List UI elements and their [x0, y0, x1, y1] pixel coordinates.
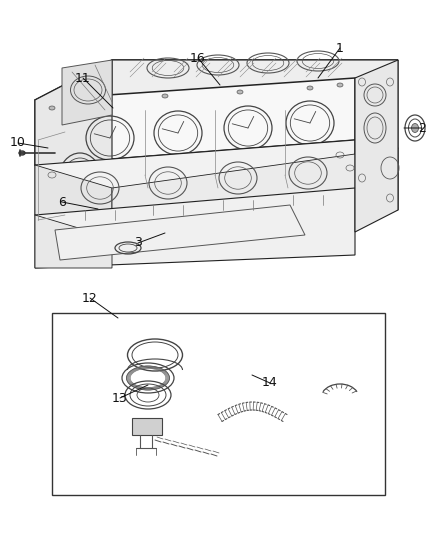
Ellipse shape: [307, 86, 313, 90]
Text: 16: 16: [190, 52, 206, 64]
Polygon shape: [35, 78, 355, 165]
Text: 13: 13: [112, 392, 128, 405]
Bar: [52, 313, 385, 495]
Text: 3: 3: [134, 237, 142, 249]
Text: 2: 2: [418, 122, 426, 134]
Polygon shape: [35, 165, 112, 238]
Polygon shape: [355, 60, 398, 232]
Ellipse shape: [19, 151, 25, 155]
Polygon shape: [62, 60, 112, 125]
Polygon shape: [112, 148, 398, 238]
Polygon shape: [35, 215, 112, 268]
Ellipse shape: [72, 102, 78, 106]
Polygon shape: [55, 205, 305, 260]
Ellipse shape: [411, 124, 418, 133]
Text: 6: 6: [58, 196, 66, 208]
Text: 11: 11: [75, 71, 91, 85]
Polygon shape: [355, 140, 398, 210]
Ellipse shape: [162, 94, 168, 98]
Polygon shape: [35, 60, 398, 100]
Ellipse shape: [337, 83, 343, 87]
Ellipse shape: [49, 106, 55, 110]
Polygon shape: [35, 60, 112, 188]
Polygon shape: [35, 188, 355, 268]
Text: 1: 1: [336, 42, 344, 54]
Text: 10: 10: [10, 136, 26, 149]
Polygon shape: [35, 140, 355, 215]
Text: 12: 12: [82, 292, 98, 304]
Polygon shape: [112, 60, 398, 188]
Ellipse shape: [237, 90, 243, 94]
Polygon shape: [132, 418, 162, 435]
Text: 14: 14: [262, 376, 278, 390]
